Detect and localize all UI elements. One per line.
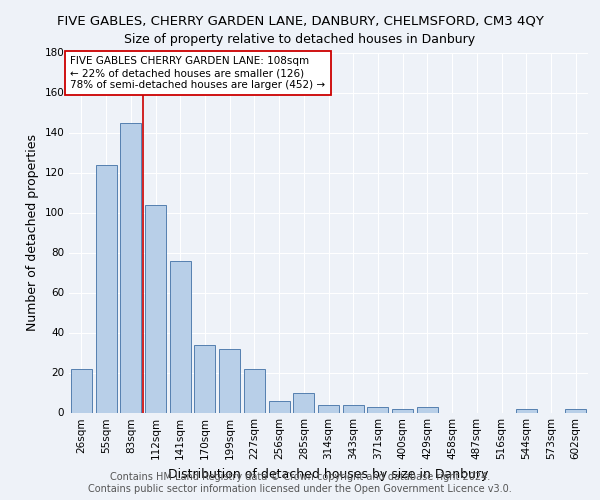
X-axis label: Distribution of detached houses by size in Danbury: Distribution of detached houses by size …	[169, 468, 488, 481]
Bar	[120, 122, 141, 412]
Bar	[194, 344, 215, 412]
Text: Contains HM Land Registry data © Crown copyright and database right 2024.: Contains HM Land Registry data © Crown c…	[110, 472, 490, 482]
Text: FIVE GABLES CHERRY GARDEN LANE: 108sqm
← 22% of detached houses are smaller (126: FIVE GABLES CHERRY GARDEN LANE: 108sqm ←…	[70, 56, 325, 90]
Bar	[244, 368, 265, 412]
Bar	[269, 400, 290, 412]
Y-axis label: Number of detached properties: Number of detached properties	[26, 134, 39, 331]
Bar	[95, 164, 116, 412]
Bar	[392, 408, 413, 412]
Bar	[219, 348, 240, 412]
Bar	[318, 404, 339, 412]
Text: FIVE GABLES, CHERRY GARDEN LANE, DANBURY, CHELMSFORD, CM3 4QY: FIVE GABLES, CHERRY GARDEN LANE, DANBURY…	[56, 15, 544, 28]
Bar	[145, 204, 166, 412]
Bar	[343, 404, 364, 412]
Bar	[565, 408, 586, 412]
Text: Contains public sector information licensed under the Open Government Licence v3: Contains public sector information licen…	[88, 484, 512, 494]
Bar	[367, 406, 388, 412]
Text: Size of property relative to detached houses in Danbury: Size of property relative to detached ho…	[124, 32, 476, 46]
Bar	[170, 260, 191, 412]
Bar	[71, 368, 92, 412]
Bar	[293, 392, 314, 412]
Bar	[516, 408, 537, 412]
Bar	[417, 406, 438, 412]
